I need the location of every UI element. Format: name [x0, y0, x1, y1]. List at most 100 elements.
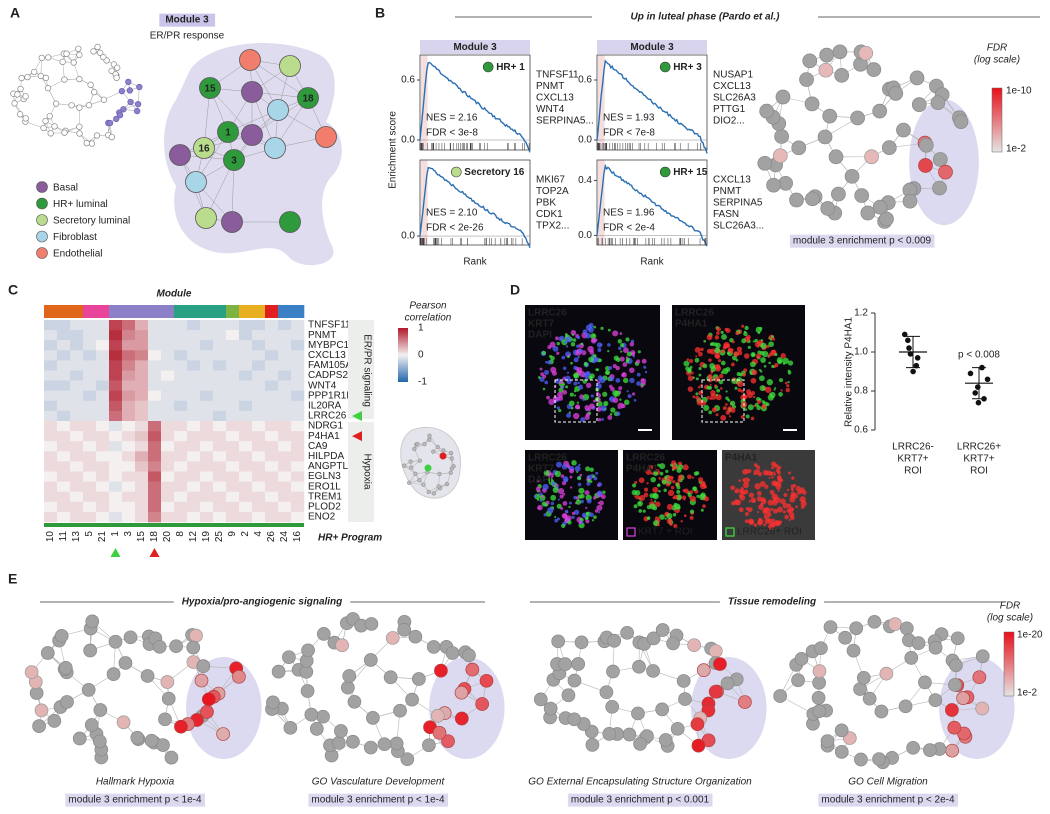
stain — [778, 378, 784, 383]
network-node — [631, 706, 645, 721]
module-node — [315, 126, 337, 148]
stain — [634, 490, 641, 496]
stain — [677, 474, 684, 480]
stain — [725, 367, 731, 372]
heatmap-cell — [213, 390, 227, 402]
stain — [689, 509, 695, 514]
stain — [583, 362, 588, 366]
heatmap-cell — [57, 491, 71, 503]
stain — [539, 499, 543, 503]
heatmap-cell — [70, 491, 84, 503]
heatmap-cell — [70, 320, 84, 331]
network-node — [407, 480, 412, 485]
stain — [578, 349, 583, 354]
stain — [750, 391, 756, 396]
stain — [589, 467, 594, 472]
heatmap-cell — [252, 431, 266, 442]
y-tick-label: 0.6 — [854, 425, 868, 436]
network-node — [670, 721, 685, 736]
heatmap-cell — [278, 390, 292, 402]
stain — [785, 387, 790, 393]
stain — [596, 400, 603, 407]
network-node — [383, 670, 398, 685]
stain — [720, 360, 726, 366]
legend-label: Secretory luminal — [53, 216, 130, 227]
heatmap-cell — [239, 451, 253, 462]
stain — [748, 519, 755, 525]
heatmap-cell — [161, 320, 175, 331]
network-node — [189, 628, 203, 643]
heatmap-cell — [187, 390, 201, 402]
stain — [672, 464, 676, 468]
heatmap-cell — [148, 410, 162, 422]
heatmap-cell — [96, 511, 110, 523]
y-tick-label: 1.2 — [854, 308, 868, 319]
stain — [688, 358, 694, 364]
stain — [607, 343, 611, 347]
stain — [544, 380, 549, 385]
stain — [594, 509, 599, 513]
node-label: 16 — [198, 144, 210, 155]
stain — [676, 505, 681, 510]
network-node — [431, 449, 436, 454]
stain — [714, 363, 721, 370]
network-node — [646, 631, 661, 646]
heatmap-cell — [161, 400, 175, 412]
stain — [562, 366, 567, 371]
heatmap-cell — [83, 330, 97, 341]
heatmap-cell — [174, 441, 188, 452]
stain — [562, 501, 568, 506]
heatmap-cell — [161, 330, 175, 341]
stain — [759, 480, 766, 487]
stain — [582, 398, 586, 401]
stain — [751, 353, 755, 357]
network-node — [201, 692, 216, 707]
heatmap-cell — [148, 441, 162, 452]
heatmap-cell — [148, 481, 162, 492]
heatmap-cell — [161, 461, 175, 472]
heatmap-cell — [70, 400, 84, 412]
stain — [715, 354, 721, 360]
enrichment-curve — [419, 166, 531, 248]
y-tick-label: 0.8 — [854, 386, 868, 397]
heatmap-cell — [96, 431, 110, 442]
network-node — [690, 717, 705, 732]
network-node — [87, 81, 94, 88]
heatmap-cell — [122, 320, 136, 331]
stain — [562, 492, 566, 496]
stain — [585, 382, 592, 389]
roi-swatch — [626, 527, 636, 537]
stain — [589, 373, 595, 379]
heatmap-cell — [44, 491, 58, 503]
heatmap-cell — [44, 511, 58, 523]
heatmap-cell — [83, 431, 97, 442]
stain — [774, 463, 779, 469]
network-node — [334, 724, 348, 738]
stain — [695, 377, 699, 381]
network-node — [108, 67, 115, 75]
heatmap-cell — [96, 390, 110, 402]
stain — [619, 332, 623, 336]
enrichment-curve — [596, 163, 708, 247]
network-node — [465, 662, 480, 677]
heatmap-cell — [239, 370, 253, 381]
module-edge — [249, 59, 309, 99]
stain — [585, 506, 588, 509]
network-node — [271, 664, 286, 679]
stain — [599, 378, 602, 381]
heatmap-cell — [83, 400, 97, 412]
heatmap-cell — [278, 501, 292, 513]
stain — [620, 343, 625, 348]
stain — [743, 353, 750, 359]
heatmap-cell — [135, 370, 149, 381]
heatmap-cell — [278, 491, 292, 503]
stain — [744, 325, 749, 331]
heatmap-cell — [187, 380, 201, 391]
stain — [721, 333, 727, 340]
heatmap-cell — [239, 350, 253, 361]
stain — [740, 389, 744, 393]
network-node — [126, 87, 133, 94]
stain — [709, 383, 712, 386]
stain — [612, 397, 619, 404]
stain — [696, 399, 703, 406]
